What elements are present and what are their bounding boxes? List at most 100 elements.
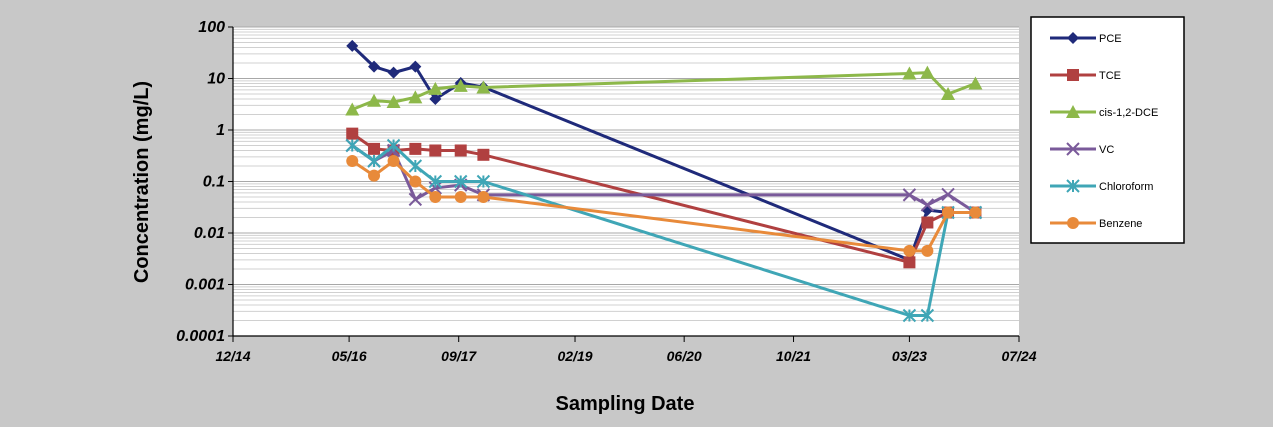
legend-marker-tce [1067,69,1079,81]
legend-label-vc: VC [1099,144,1114,156]
legend-marker-pce [1067,32,1079,44]
data-point-chloroform [454,174,468,189]
data-point-chloroform [367,154,381,168]
series-benzene [346,155,982,257]
data-point-benzene [409,175,422,188]
y-axis-title: Concentration (mg/L) [131,81,153,283]
data-point-tce [409,142,422,155]
data-point-benzene [477,191,490,204]
data-point-chloroform-stroke [476,174,491,189]
legend-item-pce: PCE [1050,32,1122,45]
legend-item-chloroform: Chloroform [1050,179,1153,193]
data-point-cis-1-2-dce [408,90,423,104]
legend-marker-chloroform-stroke [1066,179,1080,193]
series-layer [345,39,983,323]
data-point-chloroform-stroke [367,154,381,168]
x-tick-label: 10/21 [776,348,811,364]
y-tick-label: 0.1 [203,174,225,191]
data-point-chloroform-stroke [920,308,935,323]
legend-box [1030,16,1185,244]
data-point-tce [368,142,381,155]
data-point-cis-1-2-dce [453,78,468,92]
data-point-cis-1-2-dce [386,94,401,108]
data-point-chloroform [408,159,423,173]
data-point-pce [387,66,400,79]
legend-marker-vc [1066,142,1080,156]
y-tick-label: 0.001 [185,277,225,294]
y-tick-label: 10 [207,71,225,88]
data-point-cis-1-2-dce [476,80,491,94]
data-point-chloroform-stroke [345,138,359,153]
data-point-benzene [368,169,381,182]
data-point-benzene [429,191,442,204]
legend-label-tce: TCE [1099,70,1121,82]
data-point-tce [346,127,359,140]
legend-marker-cis-1-2-dce [1066,105,1080,118]
data-point-chloroform [920,308,935,323]
data-point-vc-stroke [428,181,443,195]
x-tick-label: 07/24 [1001,348,1036,364]
data-point-cis-1-2-dce [920,65,935,79]
legend-item-cis-1-2-dce: cis-1,2-DCE [1050,105,1158,119]
y-tick-label: 0.01 [194,225,225,242]
legend-label-chloroform: Chloroform [1099,181,1153,193]
x-tick-labels: 12/14 05/16 09/17 02/19 06/20 10/21 03/23 07/24 [215,348,1036,364]
y-tick-label: 100 [198,19,225,36]
data-point-vc [408,192,423,207]
data-point-cis-1-2-dce [428,81,443,95]
data-point-tce [921,216,934,229]
data-point-benzene [454,191,467,204]
x-tick-label: 12/14 [215,348,250,364]
data-point-vc-stroke [902,188,917,202]
data-point-chloroform [476,174,491,189]
data-point-pce [346,39,359,52]
data-point-pce [409,60,422,73]
data-point-chloroform-stroke [902,308,917,323]
legend-item-vc: VC [1050,142,1114,156]
data-point-chloroform [428,174,443,189]
y-tick-labels: 0.0001 0.001 0.01 0.1 1 10 100 [176,19,225,345]
data-point-vc-stroke [941,187,955,202]
legend-marker-chloroform [1066,179,1080,193]
data-point-vc-stroke [408,192,423,207]
x-tick-label: 09/17 [441,348,477,364]
data-point-tce [477,148,490,161]
data-point-chloroform-stroke [454,174,468,189]
data-point-benzene [346,155,359,168]
minor-grid [233,26,1019,337]
data-point-benzene [903,244,916,257]
x-axis-title: Sampling Date [556,393,695,415]
axes [228,26,1020,342]
data-point-vc [941,187,955,202]
data-point-pce [368,60,381,73]
data-point-vc-stroke [920,198,935,212]
data-point-vc [428,181,443,195]
data-point-benzene [387,155,400,168]
legend-item-benzene: Benzene [1050,217,1142,230]
legend-label-benzene: Benzene [1099,218,1142,230]
series-cis-1-2-dce [345,65,983,116]
data-point-benzene [942,206,955,219]
legend-marker-vc-stroke [1066,142,1080,156]
x-tick-label: 06/20 [667,348,702,364]
data-point-chloroform [902,308,917,323]
data-point-benzene [969,206,982,219]
data-point-vc [902,188,917,202]
data-point-vc [920,198,935,212]
legend-label-pce: PCE [1099,33,1122,45]
data-point-cis-1-2-dce [367,93,382,107]
data-point-chloroform-stroke [428,174,443,189]
data-point-chloroform-stroke [386,138,401,153]
data-point-pce [429,92,442,105]
y-tick-label: 1 [216,122,225,139]
data-point-chloroform-stroke [408,159,423,173]
y-tick-label: 0.0001 [176,328,225,345]
x-tick-label: 03/23 [892,348,927,364]
data-point-tce [429,144,442,157]
data-point-cis-1-2-dce [941,87,956,101]
data-point-chloroform [345,138,359,153]
data-point-benzene [921,244,934,257]
x-tick-label: 05/16 [332,348,367,364]
